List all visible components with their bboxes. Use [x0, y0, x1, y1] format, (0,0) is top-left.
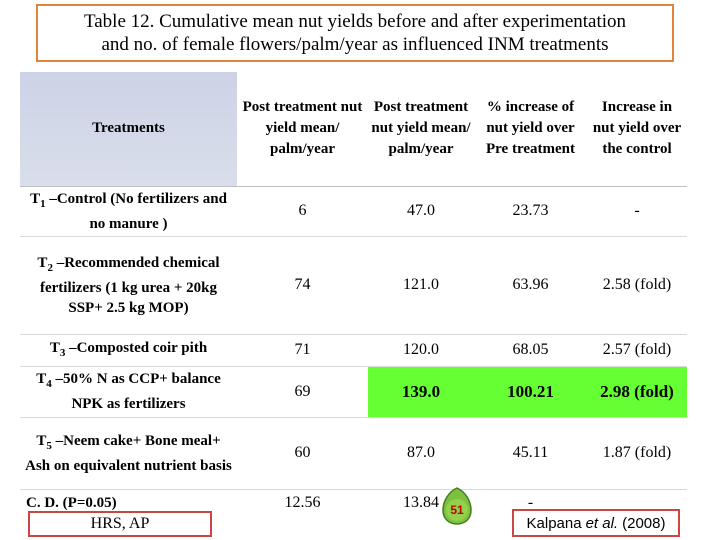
table-row: T3 –Composted coir pith 71 120.0 68.05 2… — [20, 334, 687, 367]
treatment-cell: T1 –Control (No fertilizers and no manur… — [20, 186, 237, 237]
citation-etal: et al. — [585, 514, 619, 532]
value-cell: 121.0 — [368, 236, 474, 335]
title-line-2: and no. of female flowers/palm/year as i… — [101, 34, 609, 55]
header-increase-control: Increase in nut yield over the control — [587, 72, 687, 187]
value-cell: 120.0 — [368, 334, 474, 367]
title-line-1: Table 12. Cumulative mean nut yields bef… — [83, 11, 627, 32]
table-row: T5 –Neem cake+ Bone meal+ Ash on equival… — [20, 417, 687, 490]
results-table: Treatments Post treatment nut yield mean… — [20, 72, 687, 516]
value-cell: 63.96 — [474, 236, 587, 335]
highlighted-value-cell: 2.98 (fold) — [587, 366, 687, 418]
value-cell: - — [527, 493, 534, 511]
value-cell: 2.57 (fold) — [587, 334, 687, 367]
header-post-yield-1: Post treatment nut yield mean/ palm/year — [237, 72, 368, 187]
table-row: T4 –50% N as CCP+ balance NPK as fertili… — [20, 366, 687, 418]
value-cell: 71 — [237, 334, 368, 367]
header-percent-increase: % increase of nut yield over Pre treatme… — [474, 72, 587, 187]
value-cell: 87.0 — [368, 417, 474, 490]
citation-author: Kalpana — [526, 514, 582, 532]
footer-citation: Kalpana et al. (2008) — [512, 509, 680, 537]
table-row: T1 –Control (No fertilizers and no manur… — [20, 186, 687, 237]
citation-year: (2008) — [622, 514, 666, 532]
value-cell: 45.11 — [474, 417, 587, 490]
header-post-yield-2: Post treatment nut yield mean/ palm/year — [368, 72, 474, 187]
value-cell: 68.05 — [474, 334, 587, 367]
footer-institution: HRS, AP — [28, 511, 212, 537]
value-cell: 47.0 — [368, 186, 474, 237]
cd-label-cell: C. D. (P=0.05) — [26, 494, 117, 511]
highlighted-value-cell: 139.0 — [368, 366, 474, 418]
page-number-badge: 51 — [442, 487, 472, 525]
value-cell: 6 — [237, 186, 368, 237]
value-cell: 1.87 (fold) — [587, 417, 687, 490]
value-cell: 13.84 — [403, 493, 439, 511]
value-cell: 69 — [237, 366, 368, 418]
institution-label: HRS, AP — [90, 515, 150, 532]
treatment-cell: T4 –50% N as CCP+ balance NPK as fertili… — [20, 366, 237, 418]
table-row: C. D. (P=0.05) 12.56 13.84 - — [20, 489, 687, 516]
value-cell: 23.73 — [474, 186, 587, 237]
header-treatments: Treatments — [20, 72, 237, 187]
value-cell: - — [587, 186, 687, 237]
page-number: 51 — [450, 503, 464, 517]
value-cell: 2.58 (fold) — [587, 236, 687, 335]
treatment-cell: T3 –Composted coir pith — [20, 334, 237, 367]
treatment-cell: T5 –Neem cake+ Bone meal+ Ash on equival… — [20, 417, 237, 490]
value-cell: 74 — [237, 236, 368, 335]
value-cell: 60 — [237, 417, 368, 490]
treatment-cell: T2 –Recommended chemical fertilizers (1 … — [20, 236, 237, 335]
table-row: T2 –Recommended chemical fertilizers (1 … — [20, 236, 687, 335]
value-cell: 12.56 — [284, 493, 321, 511]
slide-title: Table 12. Cumulative mean nut yields bef… — [36, 4, 674, 62]
highlighted-value-cell: 100.21 — [474, 366, 587, 418]
